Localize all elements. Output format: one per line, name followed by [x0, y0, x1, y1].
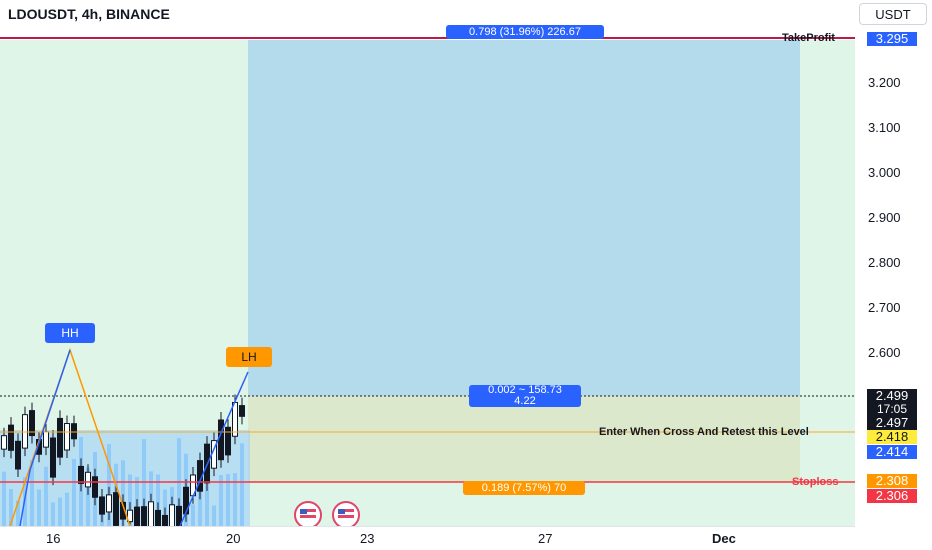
candle-body [141, 506, 147, 526]
time-tick: 16 [46, 531, 61, 546]
take-profit-label: TakeProfit [782, 32, 835, 44]
candle-body [57, 417, 63, 458]
price-tick: 2.800 [868, 255, 901, 270]
entry-info-line1: 0.002 ~ 158.73 [488, 384, 562, 396]
blue-structure-line-left [19, 349, 71, 526]
candle-body [92, 476, 98, 498]
candle-body [169, 504, 175, 526]
time-tick: 23 [360, 531, 375, 546]
volume-bar [72, 458, 76, 526]
currency-button[interactable]: USDT [859, 3, 927, 25]
candle-body [85, 471, 91, 488]
lh-marker[interactable]: LH [226, 347, 272, 367]
price-tick: 3.100 [868, 120, 901, 135]
volume-bar [233, 473, 237, 526]
line-level-tag: 2.414 [867, 445, 917, 459]
volume-bar [2, 471, 6, 526]
candle-body [155, 509, 161, 526]
price-tick: 3.200 [868, 75, 901, 90]
stoploss-label: Stoploss [792, 476, 839, 488]
entry-price-tag: 2.497 [867, 416, 917, 430]
candle-body [113, 492, 119, 526]
volume-bar [58, 497, 62, 526]
time-tick: Dec [712, 531, 736, 546]
candle-body [134, 506, 140, 526]
candle-body [15, 440, 21, 470]
volume-bar [30, 459, 34, 526]
volume-bar [9, 488, 13, 526]
take-profit-price-tag: 3.295 [867, 32, 917, 46]
entry-info-line2: 4.22 [514, 395, 536, 407]
entry-info-box: 0.002 ~ 158.73 4.22 [469, 385, 581, 407]
volume-bar [191, 504, 195, 526]
candle-body [8, 424, 14, 451]
price-tick: 2.700 [868, 300, 901, 315]
blue-structure-line-right [179, 371, 249, 526]
candle-body [99, 496, 105, 515]
time-tick: 27 [538, 531, 553, 546]
candles [1, 394, 245, 526]
candle-body [1, 435, 7, 450]
volume-bar [226, 474, 230, 526]
volume-bar [240, 443, 244, 526]
candle-body [43, 431, 49, 448]
candle-body [71, 423, 77, 440]
price-axis[interactable]: 3.200 3.100 3.000 2.900 2.800 2.700 2.60… [855, 0, 932, 526]
stop-zone[interactable] [248, 396, 800, 482]
countdown-tag: 17:05 [867, 402, 917, 416]
candle-body [232, 401, 238, 437]
us-flag-icon[interactable] [332, 501, 360, 526]
current-price-tag: 2.499 [867, 389, 917, 403]
volume-bar [51, 502, 55, 526]
candle-body [29, 410, 35, 437]
stop-info-box: 0.189 (7.57%) 70 [463, 481, 585, 495]
volume-bar [86, 467, 90, 526]
candle-body [148, 501, 154, 526]
chart-pane[interactable]: LDOUSDT, 4h, BINANCE 0.798 (31.96%) 226.… [0, 0, 855, 526]
target-info-box: 0.798 (31.96%) 226.67 [446, 25, 604, 39]
volume-bar [198, 490, 202, 526]
us-flag-icon[interactable] [294, 501, 322, 526]
volume-bar [212, 505, 216, 526]
volume-bar [44, 466, 48, 526]
candle-body [64, 423, 70, 451]
hh-marker[interactable]: HH [45, 323, 95, 343]
chart-canvas[interactable] [0, 0, 855, 526]
candle-body [22, 414, 28, 449]
volume-bar [16, 500, 20, 526]
candle-body [50, 437, 56, 478]
time-tick: 20 [226, 531, 241, 546]
candle-body [218, 419, 224, 461]
candle-body [78, 465, 84, 484]
volume-bar [128, 474, 132, 526]
target-zone[interactable] [248, 40, 800, 396]
volume-bar [37, 489, 41, 526]
time-axis-border [0, 526, 855, 527]
retest-level-label: Enter When Cross And Retest this Level [599, 426, 809, 438]
retest-level-tag: 2.418 [867, 430, 917, 444]
time-axis[interactable] [0, 526, 855, 550]
volume-bar [65, 492, 69, 526]
symbol-title[interactable]: LDOUSDT, 4h, BINANCE [8, 6, 170, 22]
volume-bar [219, 475, 223, 526]
stop-price-tag: 2.306 [867, 489, 917, 503]
candle-body [239, 405, 245, 417]
volume-bar [121, 460, 125, 526]
volume-bar [107, 444, 111, 526]
candle-body [127, 509, 133, 523]
volume-bar [156, 474, 160, 526]
price-tick: 2.900 [868, 210, 901, 225]
stop-level-tag: 2.308 [867, 474, 917, 488]
price-tick: 2.600 [868, 345, 901, 360]
candle-body [225, 426, 231, 456]
price-tick: 3.000 [868, 165, 901, 180]
candle-body [162, 514, 168, 526]
candle-body [106, 494, 112, 513]
